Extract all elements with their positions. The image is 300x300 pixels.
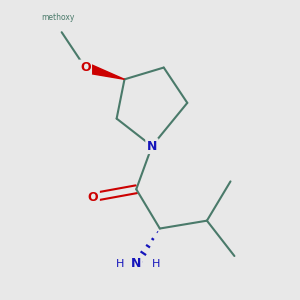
Polygon shape xyxy=(84,63,124,79)
Text: O: O xyxy=(80,61,91,74)
Text: N: N xyxy=(147,140,157,153)
Text: O: O xyxy=(88,190,98,204)
Text: methoxy: methoxy xyxy=(41,14,74,22)
Text: H: H xyxy=(152,259,160,269)
Text: H: H xyxy=(116,259,124,269)
Text: N: N xyxy=(131,257,141,270)
